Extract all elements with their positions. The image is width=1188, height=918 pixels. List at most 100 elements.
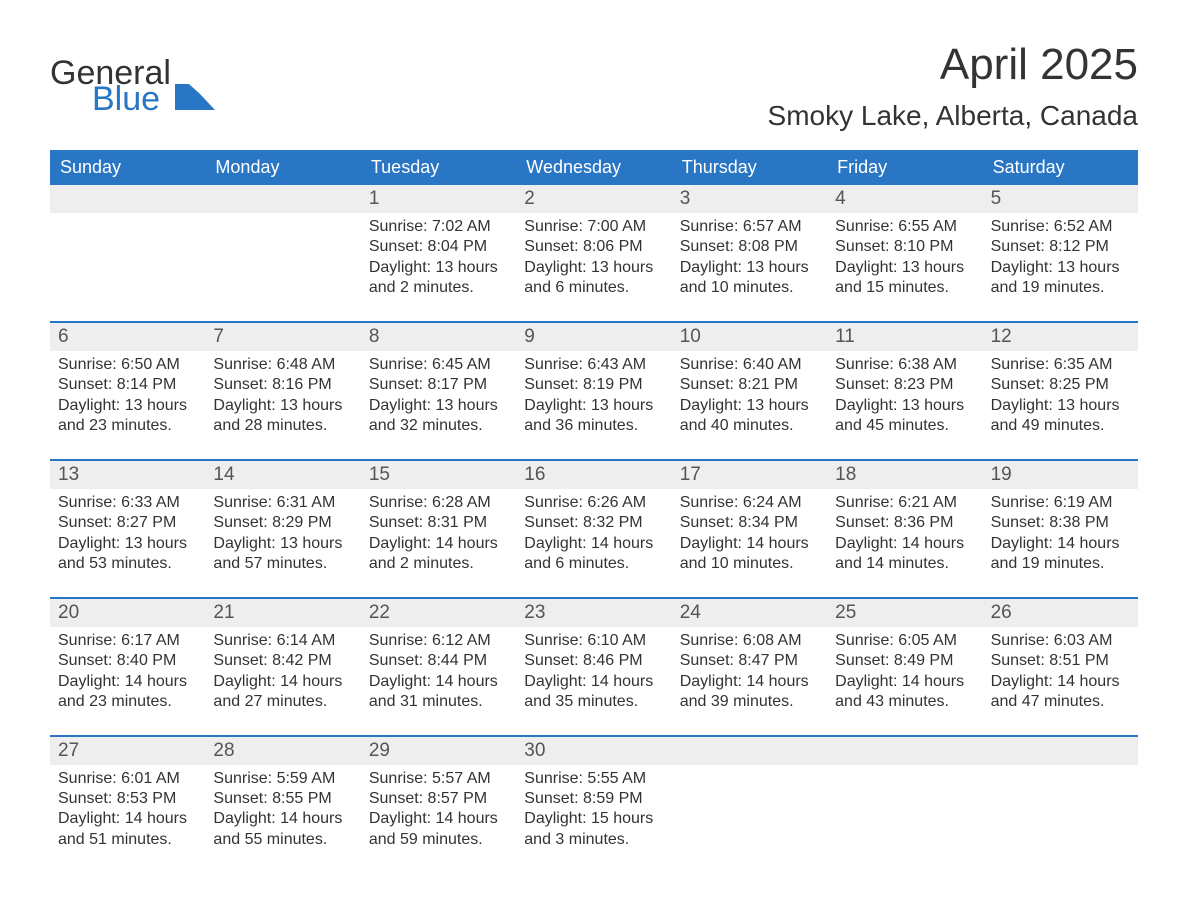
sunset-text: Sunset: 8:23 PM [835, 375, 974, 395]
day-cell: 24Sunrise: 6:08 AMSunset: 8:47 PMDayligh… [672, 599, 827, 717]
daylight-text: Daylight: 14 hours and 2 minutes. [369, 534, 508, 575]
day-number [827, 737, 982, 765]
sunset-text: Sunset: 8:49 PM [835, 651, 974, 671]
day-number: 9 [516, 323, 671, 351]
day-number: 16 [516, 461, 671, 489]
day-cell: 23Sunrise: 6:10 AMSunset: 8:46 PMDayligh… [516, 599, 671, 717]
day-number: 13 [50, 461, 205, 489]
weekday-header: Friday [827, 150, 982, 185]
daylight-text: Daylight: 15 hours and 3 minutes. [524, 809, 663, 850]
day-body: Sunrise: 6:17 AMSunset: 8:40 PMDaylight:… [50, 627, 205, 717]
sunrise-text: Sunrise: 6:14 AM [213, 631, 352, 651]
weekday-header: Monday [205, 150, 360, 185]
week-row: 1Sunrise: 7:02 AMSunset: 8:04 PMDaylight… [50, 185, 1138, 303]
sunrise-text: Sunrise: 6:35 AM [991, 355, 1130, 375]
day-cell: 14Sunrise: 6:31 AMSunset: 8:29 PMDayligh… [205, 461, 360, 579]
sunrise-text: Sunrise: 6:12 AM [369, 631, 508, 651]
sunset-text: Sunset: 8:42 PM [213, 651, 352, 671]
daylight-text: Daylight: 14 hours and 51 minutes. [58, 809, 197, 850]
sunset-text: Sunset: 8:27 PM [58, 513, 197, 533]
sunset-text: Sunset: 8:53 PM [58, 789, 197, 809]
day-number: 19 [983, 461, 1138, 489]
sunrise-text: Sunrise: 6:17 AM [58, 631, 197, 651]
sunset-text: Sunset: 8:25 PM [991, 375, 1130, 395]
sunrise-text: Sunrise: 6:19 AM [991, 493, 1130, 513]
day-body: Sunrise: 6:31 AMSunset: 8:29 PMDaylight:… [205, 489, 360, 579]
day-number: 26 [983, 599, 1138, 627]
day-cell: 2Sunrise: 7:00 AMSunset: 8:06 PMDaylight… [516, 185, 671, 303]
day-cell: 29Sunrise: 5:57 AMSunset: 8:57 PMDayligh… [361, 737, 516, 855]
daylight-text: Daylight: 13 hours and 15 minutes. [835, 258, 974, 299]
day-number: 21 [205, 599, 360, 627]
daylight-text: Daylight: 14 hours and 6 minutes. [524, 534, 663, 575]
day-cell [672, 737, 827, 855]
day-number: 15 [361, 461, 516, 489]
day-cell: 25Sunrise: 6:05 AMSunset: 8:49 PMDayligh… [827, 599, 982, 717]
day-cell: 10Sunrise: 6:40 AMSunset: 8:21 PMDayligh… [672, 323, 827, 441]
day-body: Sunrise: 6:05 AMSunset: 8:49 PMDaylight:… [827, 627, 982, 717]
sunset-text: Sunset: 8:14 PM [58, 375, 197, 395]
sunrise-text: Sunrise: 5:57 AM [369, 769, 508, 789]
sunset-text: Sunset: 8:47 PM [680, 651, 819, 671]
day-number: 1 [361, 185, 516, 213]
sunrise-text: Sunrise: 6:52 AM [991, 217, 1130, 237]
sunset-text: Sunset: 8:08 PM [680, 237, 819, 257]
day-cell: 22Sunrise: 6:12 AMSunset: 8:44 PMDayligh… [361, 599, 516, 717]
day-cell: 3Sunrise: 6:57 AMSunset: 8:08 PMDaylight… [672, 185, 827, 303]
daylight-text: Daylight: 14 hours and 35 minutes. [524, 672, 663, 713]
weekday-header-row: Sunday Monday Tuesday Wednesday Thursday… [50, 150, 1138, 185]
day-body: Sunrise: 6:12 AMSunset: 8:44 PMDaylight:… [361, 627, 516, 717]
day-number: 17 [672, 461, 827, 489]
day-cell: 12Sunrise: 6:35 AMSunset: 8:25 PMDayligh… [983, 323, 1138, 441]
day-number: 20 [50, 599, 205, 627]
sunset-text: Sunset: 8:44 PM [369, 651, 508, 671]
daylight-text: Daylight: 14 hours and 39 minutes. [680, 672, 819, 713]
daylight-text: Daylight: 13 hours and 23 minutes. [58, 396, 197, 437]
day-body: Sunrise: 7:00 AMSunset: 8:06 PMDaylight:… [516, 213, 671, 303]
sunrise-text: Sunrise: 6:24 AM [680, 493, 819, 513]
sunset-text: Sunset: 8:59 PM [524, 789, 663, 809]
day-body: Sunrise: 6:50 AMSunset: 8:14 PMDaylight:… [50, 351, 205, 441]
day-cell: 8Sunrise: 6:45 AMSunset: 8:17 PMDaylight… [361, 323, 516, 441]
sunset-text: Sunset: 8:55 PM [213, 789, 352, 809]
day-body: Sunrise: 6:28 AMSunset: 8:31 PMDaylight:… [361, 489, 516, 579]
daylight-text: Daylight: 13 hours and 10 minutes. [680, 258, 819, 299]
day-body: Sunrise: 6:01 AMSunset: 8:53 PMDaylight:… [50, 765, 205, 855]
day-body: Sunrise: 6:24 AMSunset: 8:34 PMDaylight:… [672, 489, 827, 579]
day-number: 5 [983, 185, 1138, 213]
day-cell: 21Sunrise: 6:14 AMSunset: 8:42 PMDayligh… [205, 599, 360, 717]
day-cell [827, 737, 982, 855]
day-cell: 4Sunrise: 6:55 AMSunset: 8:10 PMDaylight… [827, 185, 982, 303]
sunrise-text: Sunrise: 6:45 AM [369, 355, 508, 375]
day-number: 3 [672, 185, 827, 213]
day-body: Sunrise: 6:19 AMSunset: 8:38 PMDaylight:… [983, 489, 1138, 579]
day-cell: 6Sunrise: 6:50 AMSunset: 8:14 PMDaylight… [50, 323, 205, 441]
day-number: 28 [205, 737, 360, 765]
day-number: 8 [361, 323, 516, 351]
sunrise-text: Sunrise: 5:59 AM [213, 769, 352, 789]
day-number [50, 185, 205, 213]
week-row: 20Sunrise: 6:17 AMSunset: 8:40 PMDayligh… [50, 597, 1138, 717]
day-body: Sunrise: 6:52 AMSunset: 8:12 PMDaylight:… [983, 213, 1138, 303]
daylight-text: Daylight: 14 hours and 59 minutes. [369, 809, 508, 850]
day-number: 22 [361, 599, 516, 627]
day-number: 24 [672, 599, 827, 627]
daylight-text: Daylight: 13 hours and 40 minutes. [680, 396, 819, 437]
day-number: 11 [827, 323, 982, 351]
day-body: Sunrise: 5:55 AMSunset: 8:59 PMDaylight:… [516, 765, 671, 855]
sunset-text: Sunset: 8:40 PM [58, 651, 197, 671]
sunset-text: Sunset: 8:04 PM [369, 237, 508, 257]
day-cell: 5Sunrise: 6:52 AMSunset: 8:12 PMDaylight… [983, 185, 1138, 303]
day-body: Sunrise: 6:26 AMSunset: 8:32 PMDaylight:… [516, 489, 671, 579]
day-body: Sunrise: 6:45 AMSunset: 8:17 PMDaylight:… [361, 351, 516, 441]
day-number: 6 [50, 323, 205, 351]
day-body: Sunrise: 5:59 AMSunset: 8:55 PMDaylight:… [205, 765, 360, 855]
day-cell: 20Sunrise: 6:17 AMSunset: 8:40 PMDayligh… [50, 599, 205, 717]
daylight-text: Daylight: 13 hours and 32 minutes. [369, 396, 508, 437]
day-cell: 28Sunrise: 5:59 AMSunset: 8:55 PMDayligh… [205, 737, 360, 855]
sunrise-text: Sunrise: 7:00 AM [524, 217, 663, 237]
sunset-text: Sunset: 8:10 PM [835, 237, 974, 257]
daylight-text: Daylight: 14 hours and 55 minutes. [213, 809, 352, 850]
day-cell: 26Sunrise: 6:03 AMSunset: 8:51 PMDayligh… [983, 599, 1138, 717]
day-body: Sunrise: 6:08 AMSunset: 8:47 PMDaylight:… [672, 627, 827, 717]
